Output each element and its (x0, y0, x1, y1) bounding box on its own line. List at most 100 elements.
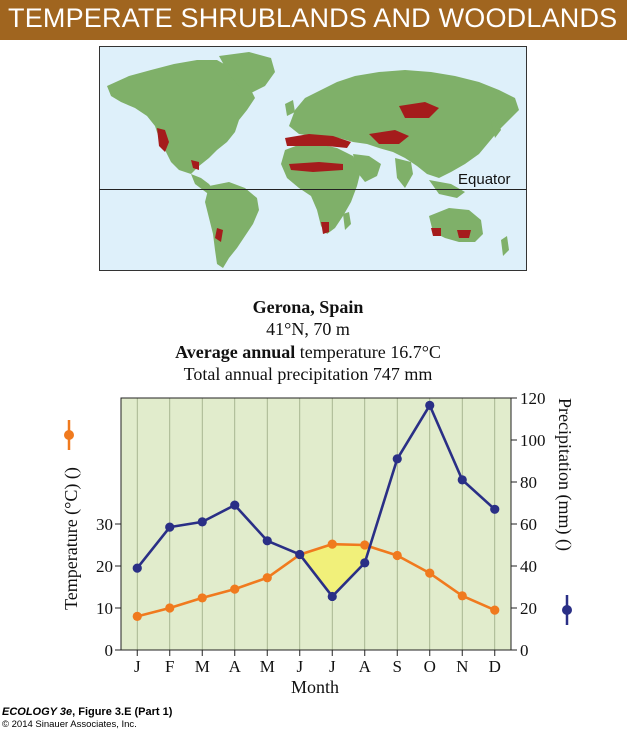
series-0-point-0 (132, 611, 142, 621)
series-1-point-7 (360, 558, 370, 568)
series-1-point-8 (392, 454, 402, 464)
biome-mongolia (399, 102, 439, 118)
equator-label: Equator (458, 171, 511, 188)
x-tick-label-7: A (359, 657, 372, 676)
series-0-point-3 (230, 584, 240, 594)
climate-chart: Gerona, Spain 41°N, 70 m Average annual … (61, 297, 575, 697)
biome-south-africa (321, 222, 329, 234)
series-1-point-5 (295, 549, 305, 560)
chart-title-line-1: Gerona, Spain (253, 297, 364, 317)
credit-copyright: © 2014 Sinauer Associates, Inc. (2, 719, 137, 730)
series-1-point-3 (230, 500, 240, 510)
right-tick-label-5: 100 (520, 431, 546, 450)
credit-figure-ref: , Figure 3.E (Part 1) (72, 706, 173, 718)
x-tick-label-10: N (456, 657, 468, 676)
credit-figure: ECOLOGY 3e, Figure 3.E (Part 1) (2, 706, 172, 719)
avg-temp-bold: Average annual (175, 342, 295, 362)
x-tick-label-8: S (393, 657, 402, 676)
right-tick-label-3: 60 (520, 515, 537, 534)
biome-california (157, 128, 169, 152)
series-1-point-6 (327, 591, 337, 602)
chart-title-line-2: 41°N, 70 m (266, 319, 350, 339)
right-tick-label-6: 120 (520, 389, 546, 408)
drought-period-area (299, 544, 370, 597)
south-america (205, 182, 259, 268)
right-legend-marker (562, 595, 572, 625)
x-tick-label-4: M (260, 657, 275, 676)
left-tick-label-1: 10 (96, 599, 113, 618)
biome-sahel (289, 162, 343, 172)
series-0-point-7 (360, 540, 370, 550)
biome-australia-se (457, 230, 471, 238)
series-line-1 (136, 404, 496, 598)
x-tick-label-0: J (134, 657, 141, 676)
left-axis-label-text: Temperature (°C) ( (61, 473, 82, 610)
left-tick-label-0: 0 (105, 641, 114, 660)
series-1-point-9 (425, 400, 435, 410)
greenland (219, 52, 275, 94)
series-1-point-4 (262, 536, 272, 546)
japan (491, 118, 501, 138)
left-tick-label-2: 20 (96, 557, 113, 576)
series-0-point-1 (165, 603, 175, 613)
series-0-point-4 (262, 573, 272, 583)
series-0-point-8 (392, 550, 402, 561)
arabia (353, 154, 381, 182)
series-1-point-0 (132, 563, 142, 573)
right-tick-label-1: 20 (520, 599, 537, 618)
avg-temp-rest: temperature 16.7°C (295, 342, 441, 362)
plot-background (121, 398, 511, 650)
x-tick-label-5: J (296, 657, 303, 676)
series-0-point-9 (425, 568, 435, 578)
avg-temp-line: Average annual temperature 16.7°C (175, 342, 441, 362)
biome-regions (157, 102, 471, 242)
biome-central-asia (369, 130, 409, 144)
right-axis-label-end: ) (554, 545, 575, 551)
x-tick-label-6: J (329, 657, 336, 676)
credit: ECOLOGY 3e, Figure 3.E (Part 1) © 2014 S… (2, 706, 172, 731)
x-tick-label-9: O (424, 657, 436, 676)
series-layer (132, 400, 500, 621)
right-tick-label-0: 0 (520, 641, 529, 660)
biome-chile (215, 228, 223, 242)
series-0-point-2 (197, 593, 207, 603)
biome-mediterranean (285, 134, 351, 148)
eurasia (289, 70, 519, 178)
left-legend-marker (64, 420, 74, 450)
right-axis-label-text: Precipitation (mm) ( (554, 398, 575, 545)
world-map: Equator (99, 46, 527, 271)
x-axis-label: Month (291, 677, 339, 697)
precip-total-line: Total annual precipitation 747 mm (184, 364, 433, 384)
left-axis-label: Temperature (°C) () (61, 467, 82, 610)
biome-mexico (191, 160, 199, 170)
series-1-point-2 (197, 517, 207, 527)
series-1-point-1 (165, 522, 175, 532)
banner: TEMPERATE SHRUBLANDS AND WOODLANDS (0, 0, 627, 40)
right-axis-label-group: Precipitation (mm) () (554, 398, 575, 551)
right-tick-label-2: 40 (520, 557, 537, 576)
biome-australia-sw (431, 228, 441, 236)
north-america (107, 60, 255, 174)
left-tick-label-3: 30 (96, 515, 113, 534)
banner-title: TEMPERATE SHRUBLANDS AND WOODLANDS (8, 3, 618, 33)
x-tick-label-11: D (489, 657, 501, 676)
grid-lines (136, 398, 496, 650)
series-0-point-11 (490, 605, 500, 615)
left-axis-label-end: ) (61, 467, 82, 473)
left-axis-label-group: Temperature (°C) () (61, 467, 82, 610)
britain (285, 100, 295, 116)
series-0-point-10 (457, 591, 467, 601)
new-zealand (501, 236, 509, 256)
x-tick-label-3: A (229, 657, 242, 676)
x-tick-label-2: M (195, 657, 210, 676)
x-tick-label-1: F (165, 657, 174, 676)
series-1-point-10 (457, 475, 467, 485)
right-axis-label: Precipitation (mm) () (554, 398, 575, 551)
credit-book: ECOLOGY 3e (2, 706, 73, 718)
right-tick-label-4: 80 (520, 473, 537, 492)
series-1-point-11 (490, 504, 500, 514)
madagascar (343, 212, 351, 230)
india (395, 158, 413, 188)
series-0-point-6 (327, 539, 337, 549)
